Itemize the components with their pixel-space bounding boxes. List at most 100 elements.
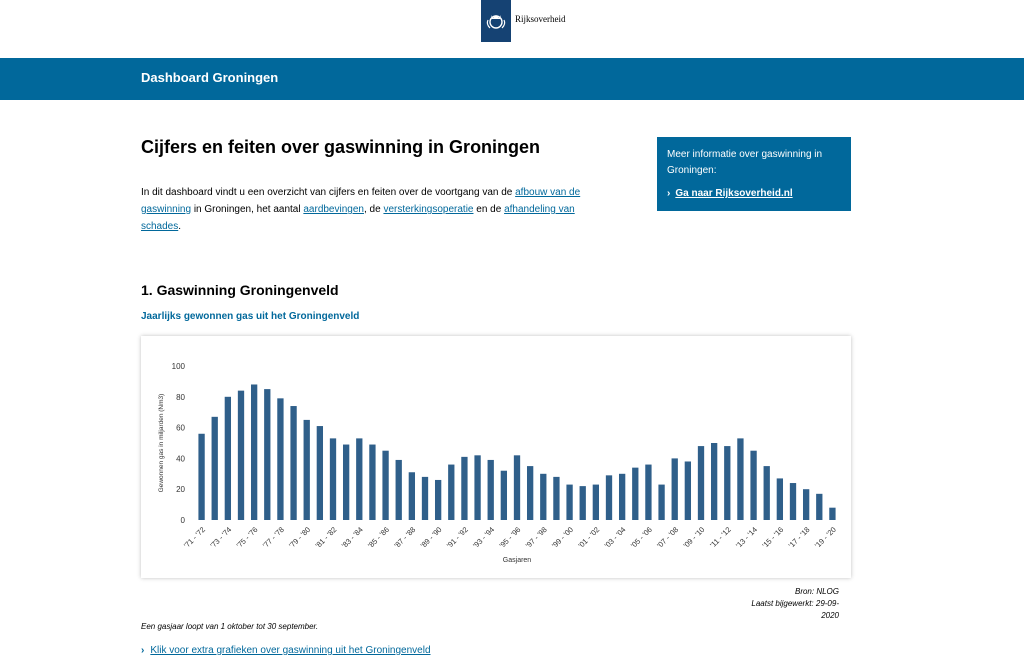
bar-40	[724, 446, 731, 520]
bar-47	[816, 493, 823, 520]
x-tick-label: '11 - '12	[708, 525, 733, 550]
chart-card: 0 20 40 60 80 100 Gewonnen gas in miljarden (N…	[141, 336, 851, 578]
bar-16	[408, 472, 416, 520]
bar-chart: 0 20 40 60 80 100 Gewonnen gas in miljarden (N…	[158, 362, 838, 564]
bar-14	[382, 450, 389, 520]
bar-26	[540, 473, 547, 520]
bar-43	[763, 466, 770, 520]
bar-23	[500, 470, 508, 520]
bar-15	[395, 459, 402, 520]
bar-6	[277, 398, 284, 520]
source-text: Bron: NLOG	[794, 587, 839, 596]
link-afhandeling-schades[interactable]: afhandeling van schades	[141, 204, 575, 232]
x-tick-label: '09 - '10	[682, 525, 707, 550]
x-tick-label: '01 - '02	[576, 525, 601, 550]
rijksoverheid-link[interactable]: › Ga naar Rijksoverheid.nl	[667, 188, 793, 199]
bar-24	[513, 455, 521, 520]
info-box: Meer informatie over gaswinning in Groni…	[657, 137, 851, 211]
intro-text-2: in Groningen, het aantal	[191, 204, 304, 215]
bar-48	[829, 507, 836, 520]
y-tick-label: 80	[176, 393, 185, 402]
rijksoverheid-link-label: Ga naar Rijksoverheid.nl	[675, 188, 793, 199]
bar-8	[303, 419, 310, 520]
y-tick-label: 0	[181, 516, 186, 525]
x-tick-label: '71 - '72	[182, 525, 207, 550]
bar-5	[264, 389, 271, 520]
section-title: 1. Gaswinning Groningenveld	[141, 282, 339, 298]
x-tick-label: '95 - '96	[498, 525, 523, 550]
bar-9	[316, 426, 324, 520]
bar-18	[434, 479, 442, 520]
y-axis-label: Gewonnen gas in miljarden (Nm3)	[158, 394, 165, 493]
y-tick-label: 100	[172, 362, 186, 371]
bar-34	[645, 464, 652, 520]
y-tick-label: 20	[176, 485, 185, 494]
x-tick-label: '83 - '84	[340, 525, 365, 550]
page-title: Cijfers en feiten over gaswinning in Gro…	[141, 137, 541, 157]
intro-text-4: en de	[473, 204, 505, 215]
intro-text-3: , de	[363, 204, 384, 215]
bar-33	[632, 467, 639, 520]
bar-41	[737, 438, 744, 520]
y-tick-label: 60	[176, 424, 185, 433]
site-banner: Dashboard Groningen	[0, 58, 1024, 100]
x-tick-label: '93 - '94	[471, 525, 496, 550]
extra-charts-link-label: Klik voor extra grafieken over gaswinnin…	[150, 645, 431, 656]
bar-27	[553, 476, 560, 520]
bar-22	[487, 459, 494, 520]
chevron-right-icon: ›	[141, 645, 145, 656]
link-versterkingsoperatie[interactable]: versterkingsoperatie	[383, 204, 474, 215]
x-tick-label: '81 - '82	[314, 525, 339, 550]
x-tick-label: '07 - '08	[655, 525, 680, 550]
chevron-right-icon: ›	[667, 188, 671, 199]
banner-title[interactable]: Dashboard Groningen	[141, 70, 279, 85]
x-axis-label: Gasjaren	[503, 557, 532, 564]
x-tick-label: '91 - '92	[445, 525, 470, 550]
x-tick-label: '73 - '74	[208, 525, 233, 550]
last-updated-text: Laatst bijgewerkt: 29-09-2020	[751, 599, 839, 620]
x-tick-label: '17 - '18	[787, 525, 812, 550]
rijksoverheid-logo[interactable]: Rijksoverheid	[481, 0, 566, 42]
bar-37	[684, 461, 692, 520]
bar-36	[671, 458, 678, 520]
bar-31	[605, 475, 613, 520]
bar-17	[421, 476, 429, 520]
top-bar: Rijksoverheid	[0, 0, 1024, 58]
x-tick-label: '99 - '00	[550, 525, 575, 550]
intro-text-5: .	[178, 221, 182, 232]
x-tick-label: '85 - '86	[366, 525, 391, 550]
x-tick-label: '13 - '14	[734, 525, 759, 550]
bar-10	[329, 438, 337, 520]
gas-year-note: Een gasjaar loopt van 1 oktober tot 30 s…	[141, 622, 319, 631]
bar-19	[448, 464, 455, 520]
link-afbouw-gaswinning[interactable]: afbouw van de gaswinning	[141, 187, 581, 215]
bar-13	[369, 444, 376, 520]
bar-2	[224, 396, 232, 520]
bar-25	[526, 466, 534, 520]
bar-12	[356, 438, 363, 520]
chart-subtitle: Jaarlijks gewonnen gas uit het Groningen…	[141, 311, 360, 322]
intro-paragraph: In dit dashboard vindt u een overzicht v…	[141, 184, 601, 235]
bar-39	[710, 443, 718, 520]
x-tick-label: '05 - '06	[629, 525, 654, 550]
bar-38	[697, 446, 705, 520]
link-aardbevingen[interactable]: aardbevingen	[303, 204, 364, 215]
bar-20	[461, 456, 468, 520]
x-tick-label: '97 - '98	[524, 525, 549, 550]
bar-29	[579, 486, 586, 520]
bar-35	[658, 484, 665, 520]
bar-4	[250, 384, 258, 520]
x-tick-label: '77 - '78	[261, 525, 286, 550]
bar-46	[802, 489, 810, 520]
chart-source-info: Bron: NLOG Laatst bijgewerkt: 29-09-2020	[741, 586, 839, 622]
extra-charts-link[interactable]: › Klik voor extra grafieken over gaswinni…	[141, 645, 431, 656]
logo-text: Rijksoverheid	[515, 14, 566, 24]
bar-42	[750, 450, 757, 520]
crest-icon	[481, 0, 511, 42]
x-tick-label: '79 - '80	[287, 525, 312, 550]
bar-32	[618, 473, 626, 520]
bar-1	[211, 416, 218, 520]
bar-11	[342, 444, 350, 520]
bar-3	[237, 390, 245, 520]
y-tick-label: 40	[176, 454, 185, 463]
